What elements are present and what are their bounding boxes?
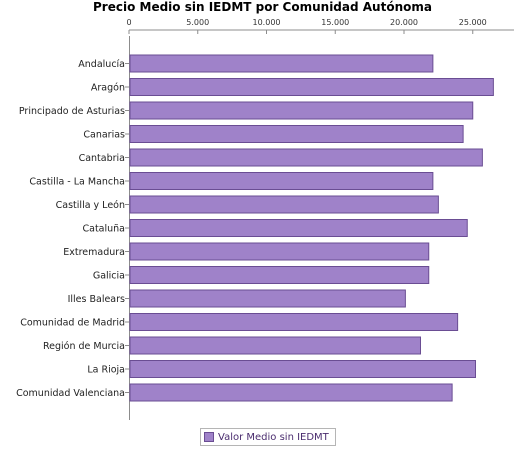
bar [129,289,406,308]
category-label: Comunidad Valenciana [16,388,125,399]
bar [129,360,476,378]
chart-legend: Valor Medio sin IEDMT [200,428,336,446]
category-label: Castilla y León [56,200,125,211]
category-label: Principado de Asturias [19,106,125,117]
bar [129,125,464,143]
bar [129,266,430,284]
category-label: Cantabria [79,153,125,164]
bar [129,195,439,214]
category-label: Comunidad de Madrid [20,318,125,329]
category-label: Illes Balears [68,294,125,305]
x-tick-label: 20.000 [390,18,418,27]
bar [129,313,459,331]
bar [129,219,468,237]
bar [129,101,474,120]
chart-title: Precio Medio sin IEDMT por Comunidad Aut… [93,0,432,14]
category-label: Canarias [83,130,125,141]
category-label: Cataluña [82,224,125,235]
category-label: Aragón [91,83,125,94]
category-label: Extremadura [63,247,125,258]
legend-swatch [204,432,214,442]
category-label: Región de Murcia [43,341,125,352]
category-label: La Rioja [87,365,125,376]
bar [129,383,453,402]
bar [129,54,434,73]
category-label: Castilla - La Mancha [29,177,125,188]
category-label: Galicia [93,271,125,282]
x-tick-label: 5.000 [186,18,209,27]
category-label: Andalucía [78,59,125,70]
bar [129,78,494,96]
x-tick-label: 0 [126,18,131,27]
legend-label: Valor Medio sin IEDMT [218,431,329,443]
bar [129,148,483,167]
x-tick-label: 15.000 [321,18,349,27]
x-tick-label: 10.000 [253,18,281,27]
bar [129,242,430,261]
bar [129,172,434,190]
x-tick-label: 25.000 [459,18,487,27]
bar [129,336,421,355]
